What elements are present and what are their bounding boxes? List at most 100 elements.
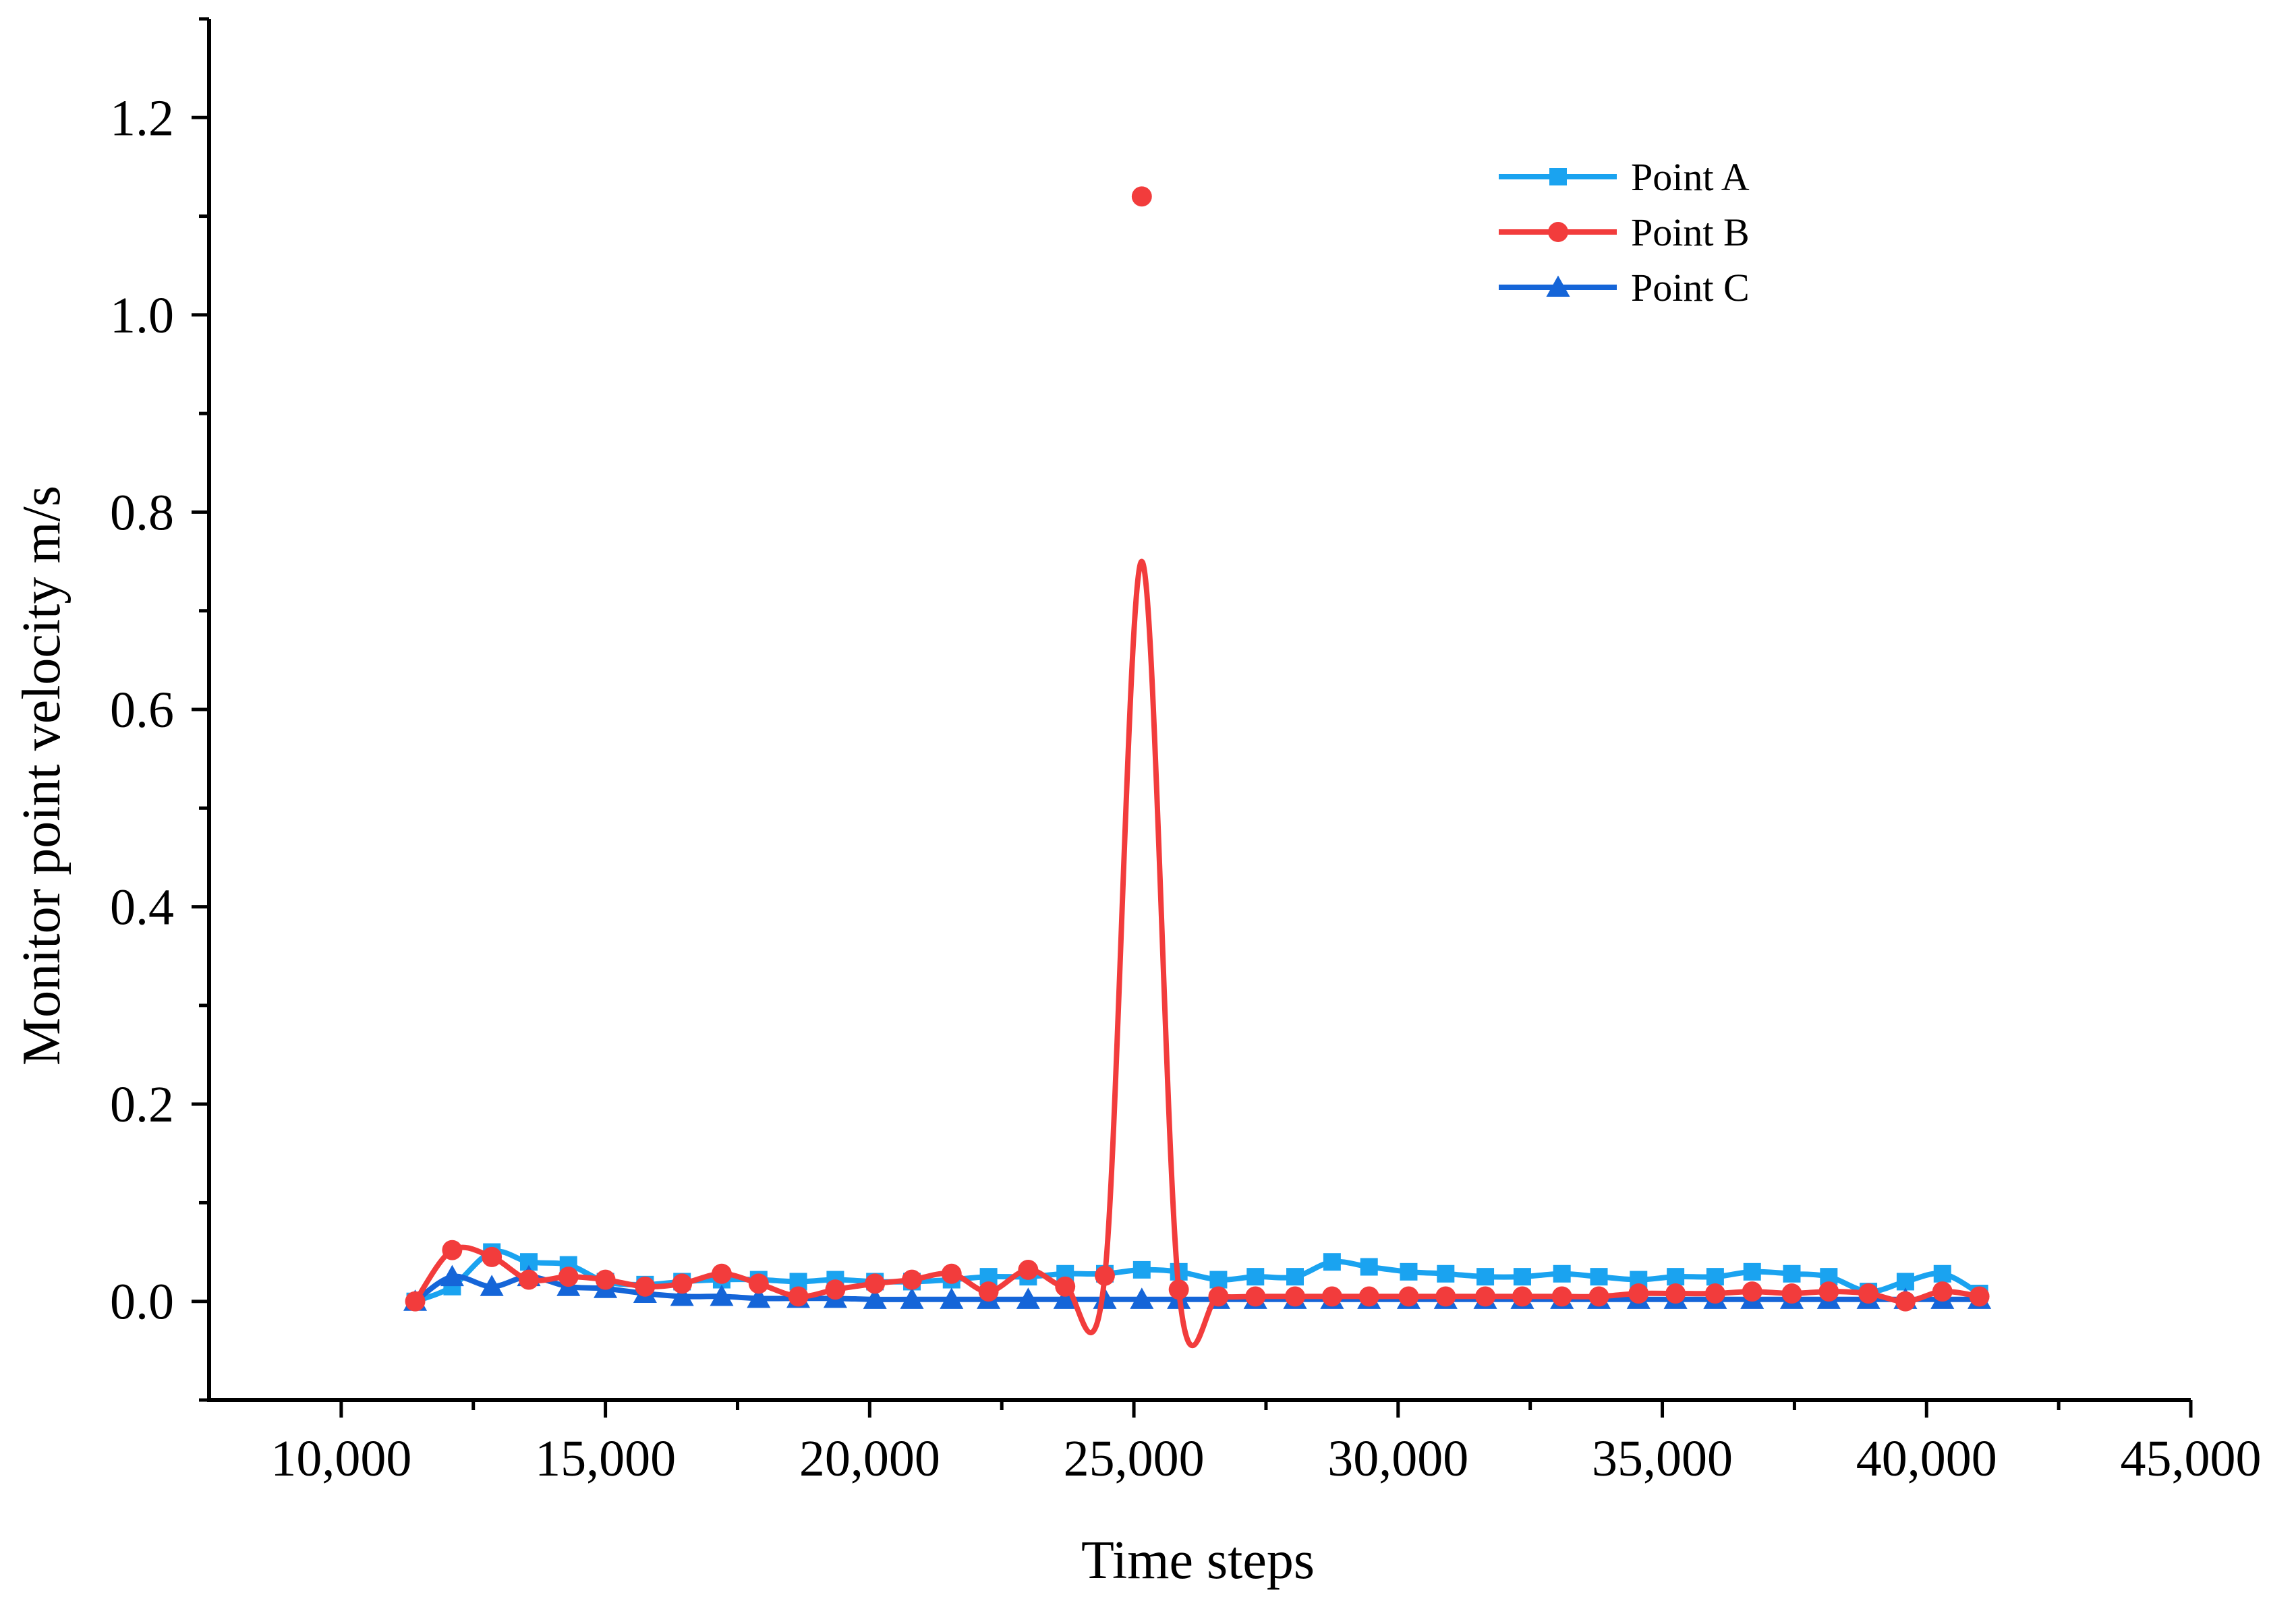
x-tick-label: 45,000 xyxy=(2121,1430,2262,1487)
legend-label: Point C xyxy=(1631,266,1750,310)
legend-item: Point A xyxy=(1499,155,1750,199)
data-point xyxy=(1969,1286,1990,1307)
y-tick-label: 0.0 xyxy=(110,1274,174,1331)
data-point xyxy=(1095,1265,1115,1286)
legend-item: Point C xyxy=(1499,266,1750,310)
data-point xyxy=(1896,1273,1914,1291)
data-point xyxy=(1400,1262,1418,1281)
data-point xyxy=(900,1287,924,1309)
data-point xyxy=(442,1240,463,1260)
data-point xyxy=(1742,1281,1762,1302)
data-point xyxy=(1131,186,1152,207)
legend: Point A Point B Point C xyxy=(1499,155,1750,310)
y-axis-title: Monitor point velocity m/s xyxy=(12,486,71,1066)
x-tick-label: 10,000 xyxy=(270,1430,411,1487)
data-point xyxy=(1398,1286,1419,1307)
data-point xyxy=(1513,1268,1531,1286)
legend-marker xyxy=(1546,275,1570,297)
series-point-b xyxy=(405,186,1990,1349)
data-point xyxy=(1781,1283,1802,1304)
data-point xyxy=(440,1264,464,1287)
data-point xyxy=(1665,1283,1686,1304)
series-line xyxy=(412,558,1982,1349)
data-point xyxy=(1360,1258,1378,1276)
data-point xyxy=(670,1284,694,1306)
data-point xyxy=(1590,1268,1608,1286)
data-point xyxy=(1018,1259,1039,1280)
data-point xyxy=(1783,1264,1801,1283)
data-point xyxy=(1551,1286,1572,1307)
data-point xyxy=(1435,1286,1456,1307)
data-point xyxy=(1209,1271,1228,1289)
legend-label: Point B xyxy=(1631,210,1750,254)
axes xyxy=(207,19,2191,1402)
data-point xyxy=(405,1291,426,1312)
data-point xyxy=(595,1269,616,1290)
legend-label: Point A xyxy=(1631,155,1750,199)
y-tick-label: 1.2 xyxy=(110,90,174,146)
data-point xyxy=(1475,1286,1496,1307)
data-point xyxy=(1321,1286,1342,1307)
data-point xyxy=(1053,1287,1077,1309)
data-point xyxy=(1245,1286,1266,1307)
data-point xyxy=(1933,1264,1951,1283)
data-point xyxy=(519,1269,539,1290)
data-point xyxy=(1476,1268,1495,1286)
data-point xyxy=(1246,1268,1265,1286)
data-point xyxy=(1132,1260,1151,1279)
data-point xyxy=(558,1267,579,1287)
data-point xyxy=(1323,1253,1341,1271)
data-point xyxy=(712,1263,732,1284)
data-point xyxy=(1553,1264,1571,1283)
data-point xyxy=(480,1275,504,1296)
data-point xyxy=(1895,1291,1916,1312)
data-point xyxy=(788,1286,809,1307)
legend-item: Point B xyxy=(1499,210,1750,254)
data-point xyxy=(672,1273,693,1294)
y-tick-label: 0.4 xyxy=(110,879,174,936)
data-point xyxy=(1706,1268,1724,1286)
x-tick-label: 20,000 xyxy=(799,1430,940,1487)
data-point xyxy=(1932,1281,1953,1302)
data-point xyxy=(1437,1264,1455,1283)
data-point xyxy=(902,1269,922,1290)
data-point xyxy=(1055,1276,1076,1297)
legend-marker xyxy=(1548,222,1568,242)
data-point xyxy=(1358,1286,1379,1307)
data-point xyxy=(1743,1262,1761,1281)
data-point xyxy=(1286,1268,1304,1286)
data-point xyxy=(1130,1287,1154,1309)
data-point xyxy=(482,1246,503,1267)
x-tick-label: 15,000 xyxy=(535,1430,676,1487)
data-point xyxy=(863,1287,887,1309)
data-point xyxy=(1667,1268,1685,1286)
data-point xyxy=(825,1279,846,1300)
data-point xyxy=(635,1276,656,1297)
x-tick-label: 35,000 xyxy=(1592,1430,1733,1487)
y-tick-label: 1.0 xyxy=(110,287,174,344)
data-point xyxy=(1285,1286,1305,1307)
x-tick-label: 40,000 xyxy=(1856,1430,1997,1487)
data-point xyxy=(978,1281,999,1302)
ticks: 10,000 15,000 20,000 25,000 30,000 35,000 40,0… xyxy=(110,17,2262,1487)
x-tick-label: 25,000 xyxy=(1064,1430,1205,1487)
data-point xyxy=(1016,1287,1040,1309)
y-tick-label: 0.6 xyxy=(110,682,174,738)
data-point xyxy=(1628,1283,1649,1304)
data-point xyxy=(1208,1286,1229,1307)
x-axis-title: Time steps xyxy=(1081,1531,1315,1590)
y-tick-label: 0.2 xyxy=(110,1076,174,1133)
data-point xyxy=(1512,1286,1532,1307)
data-point xyxy=(1588,1286,1609,1307)
data-point xyxy=(748,1273,769,1294)
y-tick-label: 0.8 xyxy=(110,484,174,541)
data-point xyxy=(1704,1283,1725,1304)
data-point xyxy=(865,1273,886,1294)
series-layer xyxy=(403,186,1992,1349)
data-point xyxy=(1858,1283,1879,1304)
x-tick-label: 30,000 xyxy=(1327,1430,1468,1487)
data-point xyxy=(940,1287,964,1309)
data-point xyxy=(710,1284,734,1306)
data-point xyxy=(747,1286,771,1308)
